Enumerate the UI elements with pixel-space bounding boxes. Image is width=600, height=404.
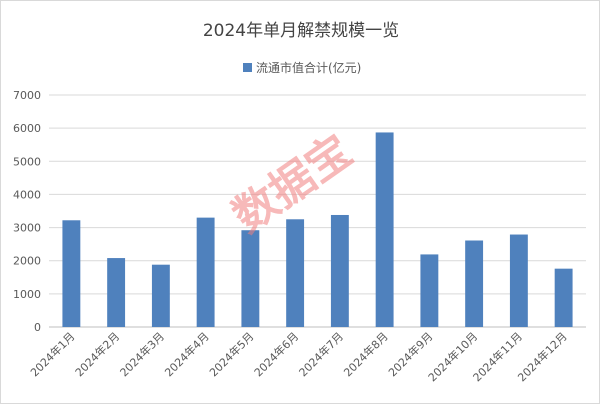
y-axis-ticks: 0 1000 2000 3000 4000 5000 6000 7000 [13, 89, 41, 334]
x-category-label: 2024年1月 [27, 329, 77, 379]
y-tick-label: 3000 [13, 222, 41, 235]
x-category-label: 2024年8月 [341, 329, 391, 379]
bar [241, 230, 260, 327]
bar [107, 258, 126, 327]
y-tick-label: 6000 [13, 122, 41, 135]
x-category-label: 2024年4月 [162, 329, 212, 379]
x-category-label: 2024年5月 [206, 329, 256, 379]
x-category-label: 2024年7月 [296, 329, 346, 379]
y-tick-label: 5000 [13, 155, 41, 168]
bar [286, 219, 305, 327]
bar [420, 254, 439, 327]
bar [554, 268, 573, 327]
x-category-label: 2024年6月 [251, 329, 301, 379]
bar [151, 264, 170, 327]
bar [330, 214, 349, 327]
y-tick-label: 4000 [13, 188, 41, 201]
chart-title: 2024年单月解禁规模一览 [203, 21, 399, 41]
x-category-label: 2024年2月 [72, 329, 122, 379]
x-axis-labels: 2024年1月2024年2月2024年3月2024年4月2024年5月2024年… [27, 329, 569, 384]
y-tick-label: 7000 [13, 89, 41, 102]
bar [196, 217, 215, 327]
legend: 流通市值合计(亿元) [243, 60, 361, 75]
x-category-label: 2024年3月 [117, 329, 167, 379]
y-tick-label: 1000 [13, 288, 41, 301]
bars [62, 132, 573, 327]
legend-label: 流通市值合计(亿元) [256, 60, 361, 75]
bar [375, 132, 394, 327]
y-tick-label: 0 [34, 321, 41, 334]
bar [62, 220, 81, 327]
legend-swatch [243, 63, 252, 72]
bar [465, 240, 484, 327]
y-tick-label: 2000 [13, 255, 41, 268]
bar [509, 234, 528, 327]
gridlines [49, 94, 586, 328]
